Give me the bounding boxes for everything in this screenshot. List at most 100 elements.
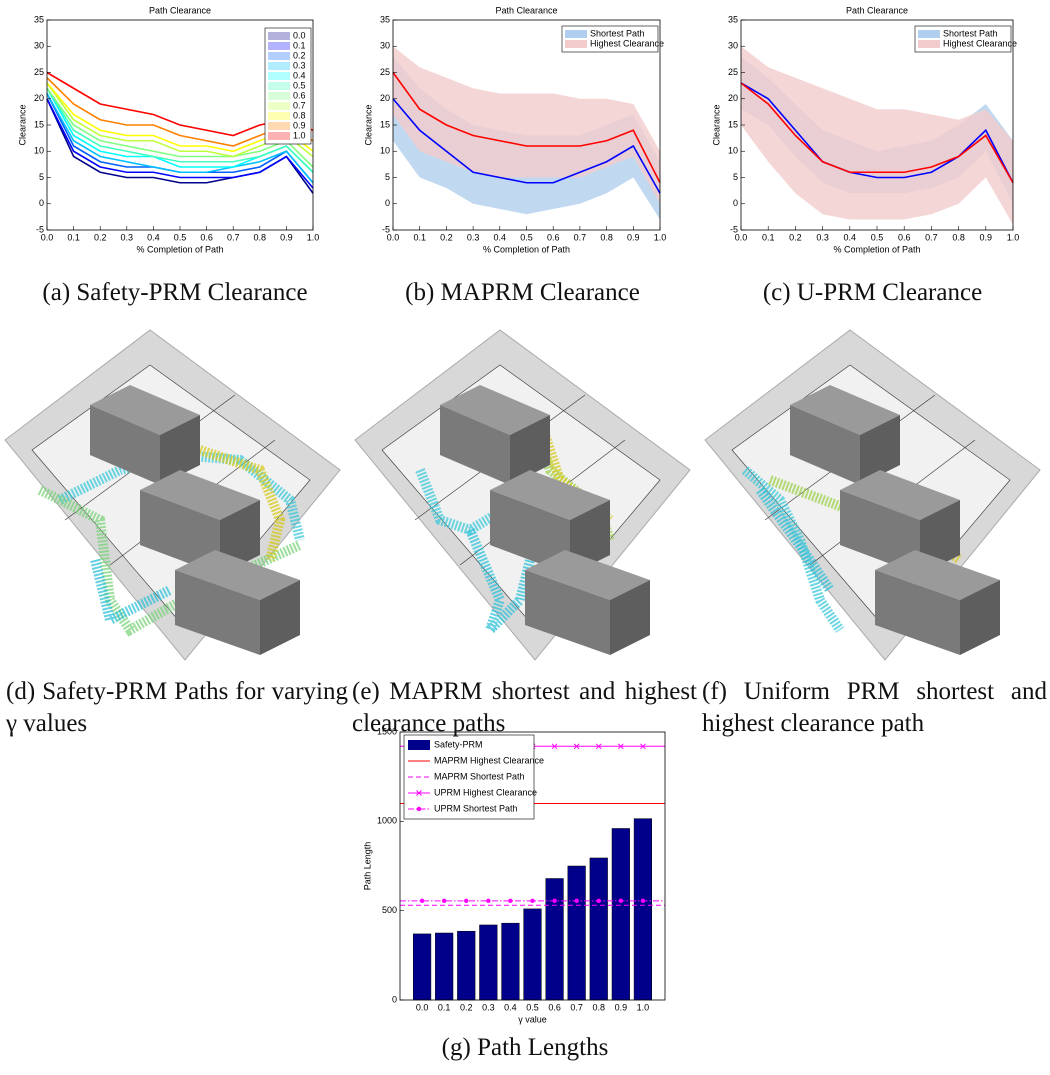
legend-swatch (565, 40, 587, 48)
x-tick-label: 0.1 (762, 232, 775, 242)
legend-swatch (918, 30, 940, 38)
y-tick-label: 20 (380, 93, 390, 103)
legend-label: MAPRM Highest Clearance (434, 755, 544, 765)
x-tick-label: 0.8 (592, 1002, 605, 1012)
x-tick-label: 0.0 (735, 232, 748, 242)
y-tick-label: 35 (34, 14, 44, 24)
caption: (a) Safety-PRM Clearance (0, 277, 350, 309)
x-axis-label: % Completion of Path (833, 244, 920, 254)
bar (524, 909, 542, 1000)
y-axis-label: Clearance (17, 104, 27, 145)
legend-label: Highest Clearance (943, 38, 1017, 48)
x-tick-label: 0.7 (574, 232, 587, 242)
bar (634, 819, 652, 1000)
legend-swatch (268, 52, 290, 60)
legend-marker (417, 807, 421, 811)
y-tick-label: 0 (385, 198, 390, 208)
chart-title: Path Clearance (846, 5, 908, 15)
x-tick-label: 0.3 (816, 232, 829, 242)
bar (590, 858, 608, 1000)
y-tick-label: 20 (728, 93, 738, 103)
legend-label: 0.3 (293, 60, 306, 70)
line-marker (574, 899, 578, 903)
x-tick-label: 0.6 (898, 232, 911, 242)
x-tick-label: 0.1 (413, 232, 426, 242)
y-tick-label: 10 (380, 146, 390, 156)
y-tick-label: 15 (728, 119, 738, 129)
x-tick-label: 0.9 (627, 232, 640, 242)
legend-swatch (565, 30, 587, 38)
x-tick-label: 0.6 (547, 232, 560, 242)
legend-label: UPRM Highest Clearance (434, 787, 537, 797)
y-tick-label: 1000 (377, 816, 397, 826)
legend-swatch (408, 740, 430, 750)
line-marker (420, 899, 424, 903)
legend-label: UPRM Shortest Path (434, 803, 518, 813)
legend-swatch (268, 72, 290, 80)
bar (568, 866, 586, 1000)
y-tick-label: 25 (728, 67, 738, 77)
legend-swatch (268, 112, 290, 120)
x-tick-label: 0.7 (570, 1002, 583, 1012)
x-tick-label: 0.9 (280, 232, 293, 242)
x-axis-label: γ value (518, 1014, 547, 1024)
x-tick-label: 0.6 (200, 232, 213, 242)
x-tick-label: 1.0 (637, 1002, 650, 1012)
x-tick-label: 0.9 (615, 1002, 628, 1012)
x-tick-label: 0.7 (925, 232, 938, 242)
bar (435, 933, 453, 1000)
legend-label: 0.1 (293, 40, 306, 50)
y-tick-label: 0 (733, 198, 738, 208)
y-tick-label: 10 (34, 146, 44, 156)
legend-label: 0.8 (293, 110, 306, 120)
y-tick-label: 35 (728, 14, 738, 24)
x-tick-label: 0.6 (548, 1002, 561, 1012)
legend-swatch (268, 122, 290, 130)
line-marker (619, 899, 623, 903)
x-tick-label: 0.5 (174, 232, 187, 242)
chart-title: Path Clearance (149, 5, 211, 15)
y-tick-label: 5 (733, 172, 738, 182)
caption: (g) Path Lengths (350, 1032, 700, 1064)
x-tick-label: 0.2 (460, 1002, 473, 1012)
legend-swatch (268, 102, 290, 110)
legend-swatch (268, 32, 290, 40)
x-tick-label: 0.7 (227, 232, 240, 242)
x-tick-label: 0.2 (94, 232, 107, 242)
x-tick-label: 0.0 (387, 232, 400, 242)
y-tick-label: 25 (380, 67, 390, 77)
caption: (d) Safety-PRM Paths for varying γ value… (6, 676, 348, 740)
y-tick-label: 5 (39, 172, 44, 182)
bar (502, 923, 520, 1000)
bar (546, 879, 564, 1000)
y-tick-label: 30 (380, 41, 390, 51)
x-tick-label: 0.9 (980, 232, 993, 242)
y-axis-label: Clearance (711, 104, 721, 145)
x-tick-label: 0.3 (482, 1002, 495, 1012)
line-marker (552, 899, 556, 903)
line-marker (486, 899, 490, 903)
legend-label: 0.2 (293, 50, 306, 60)
x-tick-label: 0.0 (416, 1002, 429, 1012)
caption: (c) U-PRM Clearance (700, 277, 1045, 309)
line-marker (442, 899, 446, 903)
x-tick-label: 1.0 (654, 232, 667, 242)
legend-label: 0.7 (293, 100, 306, 110)
y-tick-label: 0 (39, 198, 44, 208)
y-tick-label: 30 (728, 41, 738, 51)
legend-swatch (918, 40, 940, 48)
legend-label: Shortest Path (943, 28, 998, 38)
line-marker (464, 899, 468, 903)
legend-label: 0.6 (293, 90, 306, 100)
y-tick-label: 0 (392, 994, 397, 1004)
x-tick-label: 1.0 (1007, 232, 1020, 242)
legend-swatch (268, 42, 290, 50)
bar (480, 925, 498, 1000)
chart-title: Path Clearance (495, 5, 557, 15)
caption: (e) MAPRM shortest and highest clearance… (352, 676, 697, 740)
figure: Path Clearance-505101520253035% Completi… (0, 0, 1050, 1075)
x-tick-label: 0.2 (440, 232, 453, 242)
bar (457, 931, 475, 1000)
y-tick-label: 15 (34, 119, 44, 129)
legend-label: 0.5 (293, 80, 306, 90)
